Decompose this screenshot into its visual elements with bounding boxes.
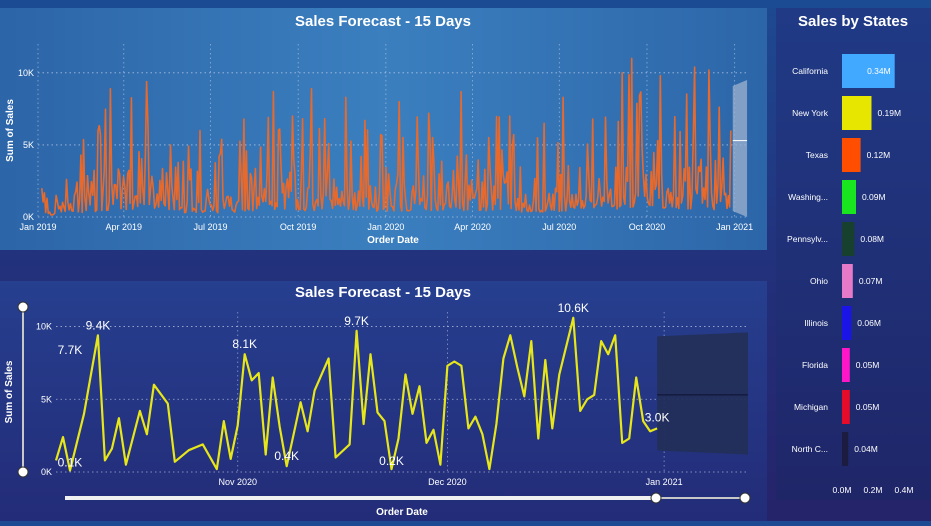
x-tick-label: Apr 2019 — [106, 222, 143, 232]
x-tick-label: Oct 2019 — [280, 222, 317, 232]
category-label: Illinois — [804, 318, 828, 328]
bottom-forecast-chart[interactable]: Sales Forecast - 15 Days 10K 5K 0K Nov 2020 D… — [0, 281, 767, 521]
date-range-slider-handle-end[interactable] — [739, 492, 751, 504]
x-tick-label: Nov 2020 — [218, 477, 257, 487]
date-range-slider-handle-start[interactable] — [650, 492, 662, 504]
x-tick-label: 0.2M — [864, 485, 883, 495]
category-label: New York — [792, 108, 829, 118]
data-label: 9.7K — [344, 314, 369, 328]
x-tick-label: Apr 2020 — [454, 222, 491, 232]
category-label: Florida — [802, 360, 828, 370]
y-tick-label: 5K — [23, 140, 34, 150]
bar[interactable] — [842, 432, 849, 466]
category-label: Ohio — [810, 276, 828, 286]
series-line[interactable] — [41, 57, 732, 216]
x-tick-label: 0.0M — [833, 485, 852, 495]
x-tick-label: Jan 2021 — [716, 222, 753, 232]
y-tick-label: 10K — [36, 322, 52, 332]
category-label: Washing... — [788, 192, 828, 202]
bar-value-label: 0.07M — [859, 276, 883, 286]
bar[interactable] — [842, 390, 850, 424]
chart-title: Sales Forecast - 15 Days — [295, 284, 471, 301]
data-label: 7.7K — [58, 343, 83, 357]
category-label: Texas — [806, 150, 828, 160]
x-tick-label: 0.4M — [895, 485, 914, 495]
bar[interactable] — [842, 180, 856, 214]
bar-value-label: 0.08M — [860, 234, 884, 244]
chart-title: Sales Forecast - 15 Days — [295, 13, 471, 30]
data-label: 0.1K — [58, 456, 83, 470]
top-chart-panel: Sales Forecast - 15 Days 10K 5K 0K Jan 2019 A… — [0, 8, 767, 250]
chart-title: Sales by States — [798, 13, 908, 30]
bar-value-label: 0.05M — [856, 360, 880, 370]
data-label: 9.4K — [86, 318, 111, 332]
category-label: Pennsylv... — [787, 234, 828, 244]
bar[interactable] — [842, 222, 855, 256]
y-tick-label: 0K — [23, 212, 34, 222]
value-range-slider-handle-bottom[interactable] — [17, 466, 29, 478]
y-tick-label: 10K — [18, 68, 34, 78]
bar[interactable] — [842, 96, 872, 130]
category-label: California — [792, 66, 828, 76]
forecast-band — [657, 332, 748, 455]
x-axis-title: Order Date — [367, 235, 419, 246]
x-tick-label: Jul 2019 — [193, 222, 227, 232]
category-label: North C... — [792, 444, 828, 454]
bar-value-label: 0.06M — [857, 318, 881, 328]
forecast-band — [732, 80, 748, 218]
x-tick-label: Jan 2019 — [19, 222, 56, 232]
y-axis-title: Sum of Sales — [4, 360, 15, 423]
bar-value-label: 0.19M — [877, 108, 901, 118]
x-tick-label: Dec 2020 — [428, 477, 467, 487]
bar[interactable] — [842, 348, 850, 382]
sales-by-states-chart[interactable]: Sales by States California 0.34M New York 0.… — [776, 8, 931, 500]
series-line[interactable] — [54, 316, 658, 472]
bar-value-label: 0.12M — [867, 150, 891, 160]
x-tick-label: Jul 2020 — [542, 222, 576, 232]
x-tick-label: Jan 2020 — [367, 222, 404, 232]
bar[interactable] — [842, 54, 895, 88]
y-tick-label: 5K — [41, 394, 52, 404]
x-tick-label: Oct 2020 — [629, 222, 666, 232]
y-tick-label: 0K — [41, 467, 52, 477]
data-label: 0.4K — [274, 449, 299, 463]
value-range-slider-handle-top[interactable] — [17, 301, 29, 313]
y-axis-title: Sum of Sales — [5, 99, 16, 162]
states-chart-panel: Sales by States California 0.34M New York 0.… — [776, 8, 931, 500]
data-label: 8.1K — [232, 337, 257, 351]
bar-value-label: 0.04M — [854, 444, 878, 454]
x-axis-title: Order Date — [376, 507, 428, 518]
data-label: 3.0K — [645, 410, 670, 424]
bar-value-label: 0.34M — [867, 66, 891, 76]
bar[interactable] — [842, 264, 853, 298]
data-label: 10.6K — [558, 301, 589, 315]
bottom-chart-panel: Sales Forecast - 15 Days 10K 5K 0K Nov 2020 D… — [0, 281, 767, 521]
x-tick-label: Jan 2021 — [646, 477, 683, 487]
bar-value-label: 0.09M — [862, 192, 886, 202]
bar-value-label: 0.05M — [856, 402, 880, 412]
data-label: 0.2K — [379, 454, 404, 468]
top-bar — [0, 0, 931, 8]
bar[interactable] — [842, 138, 861, 172]
category-label: Michigan — [794, 402, 828, 412]
bar[interactable] — [842, 306, 852, 340]
